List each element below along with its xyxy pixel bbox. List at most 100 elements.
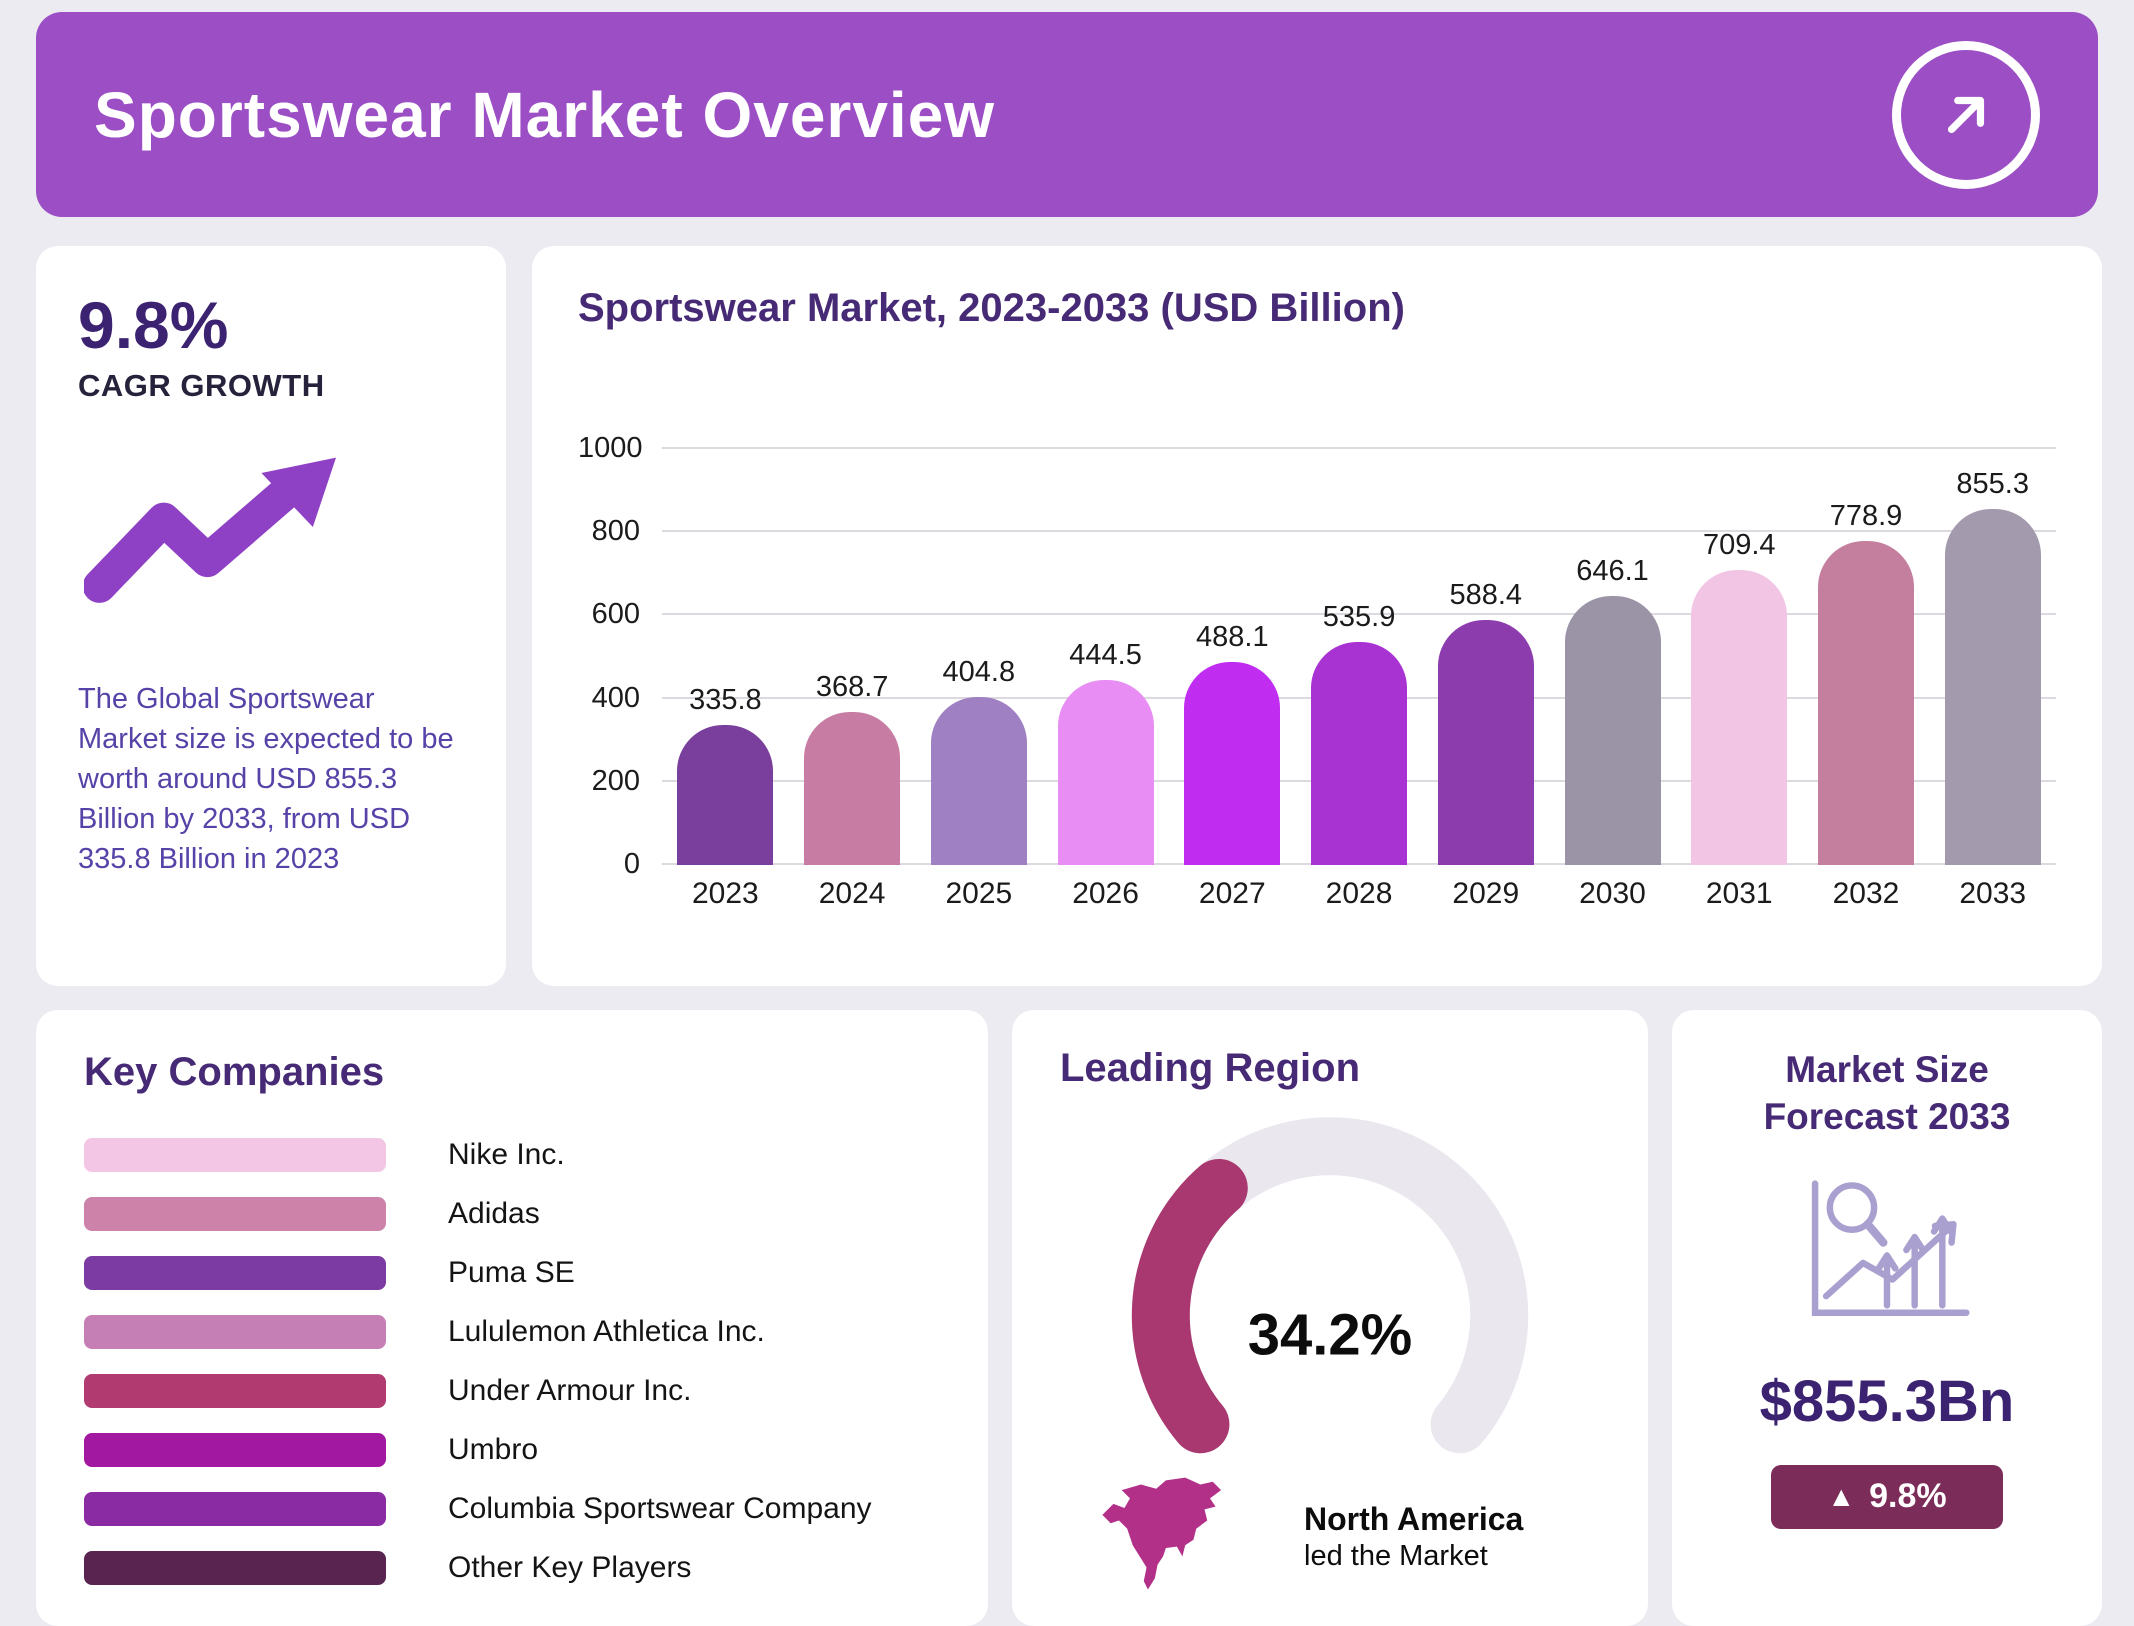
gauge-arc-svg [1131, 1117, 1529, 1454]
company-label: Puma SE [448, 1255, 575, 1289]
bar-value-label: 535.9 [1322, 601, 1396, 634]
bar [1944, 509, 2041, 865]
up-triangle-icon: ▲ [1827, 1480, 1856, 1512]
gridline [662, 447, 2056, 449]
x-axis-label: 2023 [691, 877, 759, 910]
y-axis-tick-label: 600 [591, 598, 640, 631]
bar-column: 444.5 [1042, 449, 1169, 865]
company-color-bar [84, 1314, 386, 1349]
y-axis-tick-label: 400 [591, 681, 640, 714]
bar-chart-plot: 335.8 368.7 404.8 444.5 488.1 535.9 588.4 646.1… [578, 432, 2056, 880]
bar [804, 711, 901, 865]
x-axis-label: 2030 [1579, 877, 1646, 910]
north-america-map-shape [1102, 1477, 1222, 1589]
x-axis-label: 2026 [1072, 877, 1139, 910]
company-row: Under Armour Inc. [84, 1361, 940, 1420]
y-axis-tick-label: 800 [591, 515, 640, 548]
company-color-bar [84, 1550, 386, 1585]
bar-chart-card: Sportswear Market, 2023-2033 (USD Billio… [532, 246, 2102, 986]
bar [1311, 642, 1408, 865]
x-axis-label: 2025 [945, 877, 1013, 910]
bar-column: 588.4 [1422, 449, 1549, 865]
bar [930, 696, 1027, 865]
x-axis-label: 2032 [1832, 877, 1900, 910]
company-color-bar [84, 1491, 386, 1526]
company-row: Adidas [84, 1184, 940, 1243]
bar-chart-bars: 335.8 368.7 404.8 444.5 488.1 535.9 588.4 646.1… [662, 449, 2056, 865]
company-color-bar [84, 1373, 386, 1408]
company-row: Other Key Players [84, 1538, 940, 1597]
bar [1817, 540, 1914, 865]
region-share-value: 34.2% [1247, 1302, 1413, 1368]
forecast-card: Market Size Forecast 2033 $855.3Bn ▲ 9.8… [1672, 1010, 2102, 1626]
bar-column: 855.3 [1929, 449, 2056, 865]
bar-column: 778.9 [1803, 449, 1930, 865]
bar-column: 335.8 [662, 449, 789, 865]
bar [1057, 680, 1154, 865]
growth-badge-value: 9.8% [1869, 1477, 1947, 1516]
bar [1564, 596, 1661, 865]
company-row: Columbia Sportswear Company [84, 1479, 940, 1538]
bar-chart-title: Sportswear Market, 2023-2033 (USD Billio… [578, 286, 1405, 330]
key-companies-title: Key Companies [84, 1050, 385, 1094]
company-label: Under Armour Inc. [448, 1373, 692, 1407]
cagr-value: 9.8% [78, 288, 229, 362]
bar-chart-xlabels: 2023 2024 2025 2026 2027 2028 2029 2030 2031 2032… [662, 877, 2056, 911]
gridline [662, 613, 2056, 616]
header-banner: Sportswear Market Overview [36, 12, 2098, 217]
bar-value-label: 488.1 [1196, 620, 1269, 653]
company-label: Umbro [448, 1432, 539, 1466]
up-right-arrow-icon [1947, 96, 1985, 133]
company-label: Lululemon Athletica Inc. [448, 1314, 765, 1348]
company-list: Nike Inc. Adidas Puma SE Lululemon Athletic… [84, 1125, 940, 1597]
company-row: Umbro [84, 1420, 940, 1479]
up-right-arrow-button[interactable] [1892, 40, 2040, 189]
leading-region-card: Leading Region 34.2% North America led t… [1012, 1010, 1648, 1626]
bar [677, 725, 774, 865]
bar-value-label: 444.5 [1069, 639, 1142, 672]
gridline [662, 530, 2056, 533]
bar-column: 709.4 [1676, 449, 1803, 865]
y-axis-tick-label: 1000 [578, 432, 643, 464]
bar-column: 368.7 [789, 449, 916, 865]
company-label: Adidas [448, 1196, 540, 1230]
bar-value-label: 588.4 [1449, 579, 1523, 612]
magnifier-growth-chart-icon [1706, 1167, 2068, 1338]
bar-value-label: 646.1 [1576, 555, 1649, 588]
y-axis-tick-label: 0 [623, 848, 640, 880]
forecast-value: $855.3Bn [1759, 1368, 2015, 1434]
region-caption: led the Market [1304, 1539, 1488, 1572]
cagr-stats-card: 9.8% CAGR GROWTH The Global Sportswear M… [36, 246, 506, 986]
bar-column: 488.1 [1169, 449, 1296, 865]
bar-column: 646.1 [1549, 449, 1676, 865]
company-label: Nike Inc. [448, 1137, 565, 1171]
company-row: Nike Inc. [84, 1125, 940, 1184]
bar-value-label: 778.9 [1829, 499, 1903, 532]
bar-column: 535.9 [1296, 449, 1423, 865]
cagr-label: CAGR GROWTH [78, 368, 325, 403]
x-axis-label: 2028 [1325, 877, 1393, 910]
north-america-map-icon [1102, 1477, 1222, 1589]
x-axis-label: 2029 [1452, 877, 1520, 910]
region-caption-row: North America led the Market [1060, 1468, 1600, 1606]
y-axis-tick-label: 200 [591, 764, 640, 797]
bar [1437, 620, 1534, 865]
growth-badge: ▲ 9.8% [1771, 1464, 2003, 1529]
company-color-bar [84, 1255, 386, 1290]
gauge-fill-arc [1131, 1117, 1529, 1454]
company-row: Puma SE [84, 1243, 940, 1302]
region-text: North America led the Market [1304, 1501, 1523, 1573]
bar-value-label: 368.7 [815, 670, 889, 703]
bar [1691, 569, 1788, 865]
x-axis-label: 2033 [1959, 877, 2027, 910]
x-axis-label: 2024 [818, 877, 886, 910]
page-title: Sportswear Market Overview [94, 78, 996, 151]
bar-column: 404.8 [915, 449, 1042, 865]
bar-value-label: 709.4 [1702, 528, 1776, 561]
bar-value-label: 404.8 [942, 655, 1016, 688]
company-row: Lululemon Athletica Inc. [84, 1302, 940, 1361]
x-axis-label: 2031 [1705, 877, 1773, 910]
key-companies-card: Key Companies Nike Inc. Adidas Puma SE Lulu… [36, 1010, 988, 1626]
company-color-bar [84, 1196, 386, 1231]
bar [1184, 661, 1281, 865]
